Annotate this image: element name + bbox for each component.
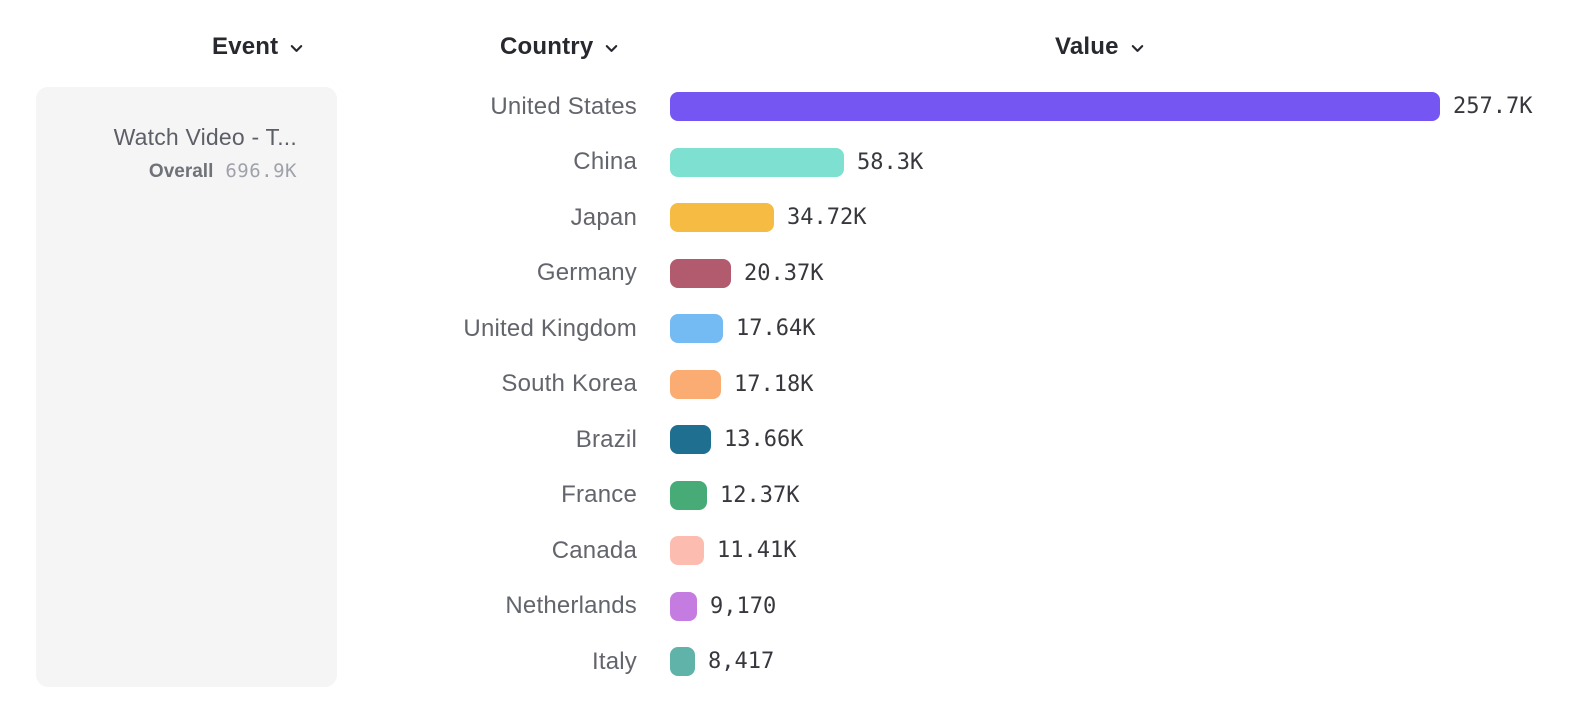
event-metric-label: Overall [148,161,214,182]
country-label: Netherlands [505,592,637,620]
country-label: Germany [536,259,637,287]
value-label: 11.41K [717,538,797,564]
country-label: Italy [591,647,637,675]
chart-row: Germany 20.37K [0,246,1584,302]
country-label: Canada [551,536,637,564]
value-column-header[interactable]: Value [1055,33,1145,61]
chart-row: United States 257.7K [0,79,1584,135]
chart-row: China 58.3K [0,135,1584,191]
country-label: United Kingdom [463,314,637,342]
value-bar[interactable] [670,203,774,233]
country-label: United States [490,92,637,120]
event-card[interactable]: Watch Video - T... Overall 696.9K [36,87,337,687]
value-bar[interactable] [670,425,711,455]
value-bar[interactable] [670,536,704,566]
value-bar[interactable] [670,480,707,510]
value-bar[interactable] [670,647,695,677]
country-label: South Korea [501,370,637,398]
value-label: 9,170 [710,593,777,619]
value-label: 34.72K [787,205,867,231]
country-column-header[interactable]: Country [500,33,619,61]
event-metric: Overall 696.9K [56,160,297,183]
chart-row: United Kingdom 17.64K [0,301,1584,357]
event-column-label: Event [212,33,279,60]
country-label: France [561,481,637,509]
value-label: 17.64K [736,316,816,342]
country-label: Japan [570,203,637,231]
value-label: 20.37K [744,260,824,286]
value-bar[interactable] [670,369,721,399]
bar-chart: United States 257.7K China 58.3K Japan 34.72K… [0,79,1584,690]
value-bar[interactable] [670,258,731,288]
value-label: 257.7K [1453,94,1533,120]
value-label: 12.37K [720,482,800,508]
chart-row: Brazil 13.66K [0,412,1584,468]
value-bar[interactable] [670,314,723,344]
chart-row: Canada 11.41K [0,523,1584,579]
value-bar[interactable] [670,92,1440,122]
value-label: 8,417 [708,649,775,675]
chart-row: Japan 34.72K [0,190,1584,246]
chevron-down-icon [1131,45,1143,52]
value-label: 17.18K [734,371,814,397]
event-title: Watch Video - T... [113,124,297,150]
value-bar[interactable] [670,591,697,621]
chart-row: South Korea 17.18K [0,357,1584,413]
value-label: 13.66K [724,427,804,453]
value-bar[interactable] [670,147,844,177]
chart-row: Italy 8,417 [0,634,1584,690]
chevron-down-icon [606,45,618,52]
chevron-down-icon [291,45,303,52]
chart-row: France 12.37K [0,468,1584,524]
country-label: Brazil [575,425,637,453]
event-column-header[interactable]: Event [212,33,304,61]
event-metric-value: 696.9K [225,160,297,182]
value-column-label: Value [1055,33,1119,60]
country-column-label: Country [500,33,594,60]
chart-row: Netherlands 9,170 [0,579,1584,635]
country-label: China [573,148,637,176]
value-label: 58.3K [857,149,924,175]
